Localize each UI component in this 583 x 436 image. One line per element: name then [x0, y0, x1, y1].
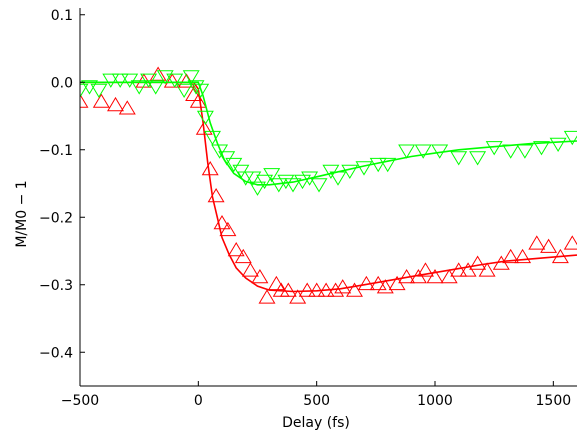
series-0-point [478, 262, 496, 277]
series-0-point [251, 269, 269, 284]
series-0-point [118, 100, 136, 115]
series-0-point [201, 161, 219, 176]
x-tick-label: 1500 [536, 393, 572, 409]
series-1-point [166, 73, 184, 88]
series-1-point [244, 171, 262, 186]
series-1-point [414, 144, 432, 159]
series-0-point [369, 275, 387, 291]
series-0-point [398, 269, 416, 284]
series-1-point [450, 151, 468, 166]
series-0-point [227, 242, 245, 257]
series-1-point [270, 178, 288, 193]
series-1-point [355, 161, 373, 176]
series-0-point [417, 262, 434, 277]
series-0-point [450, 262, 468, 277]
series-1-point [204, 130, 221, 146]
y-tick-label: −0.4 [39, 345, 73, 361]
series-1-point [80, 83, 89, 98]
series-0-point [334, 279, 352, 294]
y-tick-label: −0.2 [39, 210, 73, 226]
series-1-point [469, 151, 487, 166]
series-1-point [277, 174, 295, 190]
x-tick-label: 1000 [417, 393, 453, 409]
series-0-point [540, 238, 558, 253]
series-0-point [80, 93, 89, 108]
y-tick-label: −0.3 [39, 278, 73, 294]
series-1-point [256, 174, 274, 190]
series-0-point [279, 282, 297, 297]
series-0-point [469, 255, 487, 270]
x-tick-label: −500 [61, 393, 99, 409]
series-1-point [182, 70, 200, 85]
series-1-point [187, 80, 205, 95]
y-tick-label: 0.1 [51, 8, 73, 24]
series-0-point [551, 248, 569, 264]
x-tick-label: 500 [303, 393, 330, 409]
series-1-point [502, 144, 520, 159]
series-1-point [263, 168, 281, 183]
series-1-point [485, 141, 503, 156]
series-0-point [298, 282, 316, 297]
series-1-point [294, 174, 311, 190]
series-0-point [195, 120, 213, 135]
y-tick-label: −0.1 [39, 143, 73, 159]
series-1-point [249, 181, 266, 196]
x-axis-label: Delay (fs) [282, 415, 350, 431]
series-0-point [185, 86, 203, 101]
series-1-point [175, 83, 193, 98]
series-1-point [341, 164, 359, 179]
series-0-point [502, 248, 520, 264]
series-0-point [357, 275, 375, 291]
series-1-point [310, 178, 328, 193]
series-1-point [549, 137, 567, 152]
series-0-point [426, 269, 444, 284]
series-0-point [308, 282, 326, 297]
series-0-point [327, 282, 345, 297]
series-1-point [431, 144, 449, 159]
series-0-point [241, 262, 259, 277]
series-1-point [398, 144, 416, 159]
series-1-point [533, 141, 550, 156]
series-0-point [107, 96, 124, 112]
series-0-point [219, 221, 237, 237]
series-0-point [213, 215, 231, 230]
series-0-point [163, 73, 181, 88]
series-1-point [130, 80, 148, 95]
series-0-point [258, 289, 276, 304]
y-tick-label: 0.0 [51, 75, 73, 91]
x-tick-label: 0 [194, 393, 203, 409]
series-0-point [528, 235, 546, 250]
series-1-point [563, 130, 577, 146]
series-0-point [207, 188, 225, 203]
series-1-point [516, 144, 534, 159]
series-1-point [379, 157, 397, 173]
series-1-point [369, 157, 387, 173]
series-0-point [234, 248, 252, 264]
series-0-point [189, 93, 207, 108]
series-0-point [267, 275, 285, 291]
series-1-point [196, 110, 214, 125]
y-axis-label: M/M0 − 1 [14, 180, 30, 247]
series-0-point [563, 235, 577, 250]
series-1-point [329, 171, 347, 186]
series-1-point [102, 73, 120, 88]
series-1-point [147, 80, 165, 95]
axis-layer: −500 0 500 1000 1500 0.1 0.0 −0.1 −0.2 −0.3 −0.4 [39, 8, 577, 409]
series-0-point [514, 248, 532, 264]
series-1-point [284, 178, 302, 193]
series-0-point [92, 93, 110, 108]
series-1-point [192, 83, 210, 98]
series-1-point [111, 73, 129, 88]
series-0-point [317, 282, 335, 297]
series-1-point [90, 83, 108, 98]
series-0-point [376, 279, 394, 294]
data-layer [80, 66, 577, 304]
